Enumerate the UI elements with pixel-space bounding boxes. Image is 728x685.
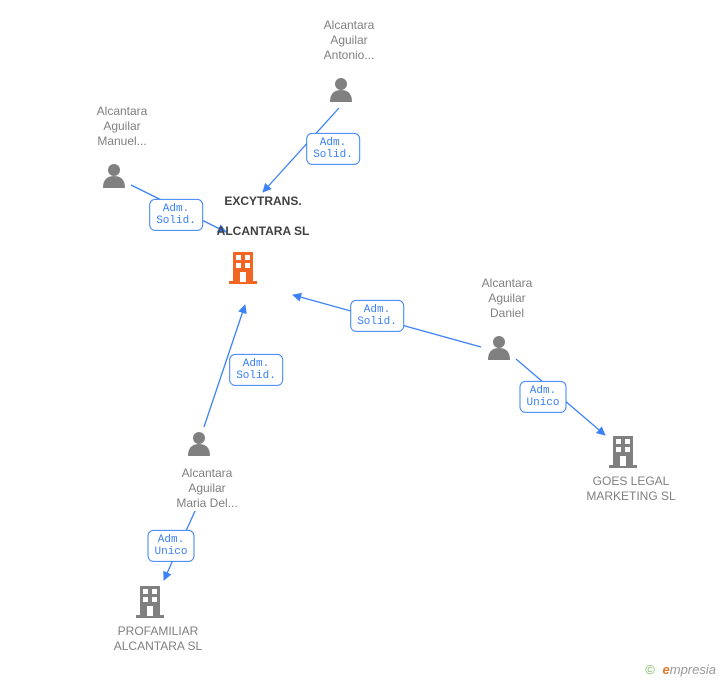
node-label-profamiliar: PROFAMILIAR ALCANTARA SL [114,624,202,654]
node-label-manuel: Alcantara Aguilar Manuel... [97,104,148,149]
company-icon-goes[interactable] [609,436,637,468]
edge-label-antonio-center: Adm. Solid. [306,133,360,165]
company-icon-profamiliar[interactable] [136,586,164,618]
edge-label-daniel-goes: Adm. Unico [519,381,566,413]
person-icon-antonio[interactable] [330,78,352,102]
node-label-daniel: Alcantara Aguilar Daniel [482,276,533,321]
node-label-center-1: EXCYTRANS. [224,194,301,209]
node-label-antonio: Alcantara Aguilar Antonio... [324,18,375,63]
node-label-maria: Alcantara Aguilar Maria Del... [176,466,237,511]
node-label-center-2: ALCANTARA SL [217,224,310,239]
network-diagram [0,0,728,685]
edge-label-manuel-center: Adm. Solid. [149,199,203,231]
brand-initial: e [663,662,670,677]
edge-label-maria-profamiliar: Adm. Unico [147,530,194,562]
watermark: © empresia [645,662,716,677]
copyright-symbol: © [645,662,655,677]
company-icon-center[interactable] [229,252,257,284]
edge-label-maria-center: Adm. Solid. [229,354,283,386]
person-icon-maria[interactable] [188,432,210,456]
person-icon-daniel[interactable] [488,336,510,360]
edge-label-daniel-center: Adm. Solid. [350,300,404,332]
node-label-goes: GOES LEGAL MARKETING SL [586,474,675,504]
person-icon-manuel[interactable] [103,164,125,188]
brand-rest: mpresia [670,662,716,677]
